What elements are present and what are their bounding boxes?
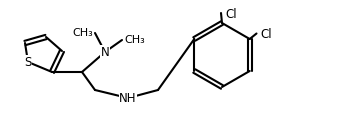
Text: Cl: Cl: [225, 7, 237, 21]
Text: CH₃: CH₃: [124, 35, 145, 45]
Text: N: N: [101, 45, 109, 59]
Text: S: S: [24, 55, 32, 69]
Text: CH₃: CH₃: [72, 28, 93, 38]
Text: Cl: Cl: [261, 28, 272, 41]
Text: NH: NH: [119, 93, 137, 105]
